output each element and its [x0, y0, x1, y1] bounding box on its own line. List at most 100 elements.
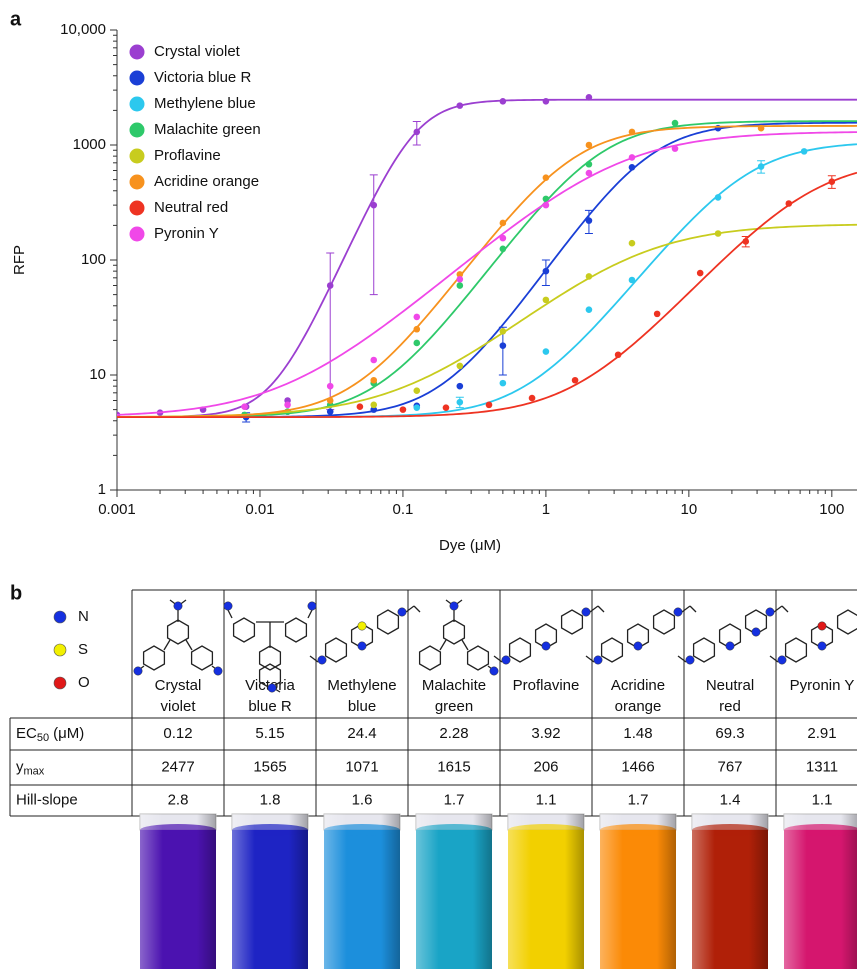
y-tick-label: 10 [89, 366, 106, 383]
data-point [785, 200, 792, 207]
dye-name: Pyronin Y [790, 677, 855, 694]
atom [134, 667, 142, 675]
legend-label: Methylene blue [154, 95, 256, 112]
table-value: 2.28 [439, 725, 468, 742]
bond [494, 656, 502, 662]
legend-label: Malachite green [154, 121, 261, 138]
fit-curve [117, 121, 857, 417]
bond [586, 656, 594, 662]
test-tube [784, 814, 857, 969]
legend-marker [130, 123, 145, 138]
data-point [586, 161, 593, 168]
table-value: 1.6 [352, 791, 373, 808]
row-label-suffix: (μM) [53, 725, 84, 742]
data-point [543, 174, 550, 181]
page: {"chart_data": {"type": "scatter", "pane… [0, 0, 857, 969]
bond [598, 606, 604, 612]
data-point [615, 351, 622, 358]
legend-marker [130, 201, 145, 216]
data-point [500, 220, 507, 227]
data-point [370, 402, 377, 409]
data-point [758, 163, 765, 170]
data-point [629, 277, 636, 284]
test-tube [508, 814, 584, 969]
test-tube [692, 814, 768, 969]
bond [774, 606, 782, 612]
atom-legend-marker [54, 677, 66, 689]
bond [164, 640, 170, 650]
tube-shade [140, 814, 216, 969]
data-point [284, 402, 291, 409]
data-point [413, 314, 420, 321]
panel-label: b [10, 582, 22, 604]
data-point [370, 357, 377, 364]
table-value: 1.1 [536, 791, 557, 808]
x-tick-label: 0.01 [245, 501, 274, 518]
data-point [327, 282, 334, 289]
ring [786, 638, 807, 662]
atom [686, 656, 694, 664]
x-axis-title: Dye (μM) [439, 537, 501, 554]
tube-shade [508, 814, 584, 969]
legend-marker [130, 175, 145, 190]
bond [782, 606, 788, 612]
bond [310, 656, 318, 662]
x-tick-label: 100 [819, 501, 844, 518]
data-point [715, 194, 722, 201]
atom [308, 602, 316, 610]
table-value: 1.48 [623, 725, 652, 742]
data-point [586, 273, 593, 280]
dye-name: Methylene [327, 677, 396, 694]
data-point [572, 377, 579, 384]
dye-name: Crystal [155, 677, 202, 694]
atom [214, 667, 222, 675]
legend-marker [130, 97, 145, 112]
table-value: 1.7 [444, 791, 465, 808]
test-tube [232, 814, 308, 969]
table-value: 1071 [345, 758, 378, 775]
ring [602, 638, 623, 662]
data-point [742, 238, 749, 245]
atom [674, 608, 682, 616]
figure: a Dye (μM) RFP b NSOEC50(μM)ymaxHill-slo… [0, 0, 857, 969]
atom [542, 642, 550, 650]
dye-name: blue R [248, 698, 292, 715]
atom [358, 622, 366, 630]
data-point [327, 408, 334, 415]
data-point [629, 164, 636, 171]
data-point [457, 276, 464, 283]
data-point [586, 306, 593, 313]
atom [752, 628, 760, 636]
data-point [500, 235, 507, 242]
data-point [529, 395, 536, 402]
ring [260, 646, 281, 670]
table-value: 1311 [806, 758, 838, 775]
data-point [654, 311, 661, 318]
legend-label: Neutral red [154, 199, 228, 216]
tube-shade [416, 814, 492, 969]
table-value: 2.8 [168, 791, 189, 808]
data-point [801, 148, 808, 155]
atom [224, 602, 232, 610]
table-value: 1.1 [812, 791, 833, 808]
y-tick-label: 1 [98, 481, 106, 498]
bond [186, 640, 192, 650]
atom [398, 608, 406, 616]
row-label-sub: max [24, 765, 45, 777]
data-point [357, 403, 364, 410]
table-value: 2477 [161, 758, 194, 775]
atom [490, 667, 498, 675]
ring [378, 610, 399, 634]
ring [838, 610, 857, 634]
atom [318, 656, 326, 664]
dye-name: red [719, 698, 741, 715]
data-point [457, 383, 464, 390]
legend-marker [130, 227, 145, 242]
legend-marker [130, 71, 145, 86]
data-point [413, 404, 420, 411]
table-value: 767 [717, 758, 742, 775]
data-point [500, 98, 507, 105]
ring [510, 638, 531, 662]
data-point [327, 397, 334, 404]
table-value: 1565 [253, 758, 286, 775]
